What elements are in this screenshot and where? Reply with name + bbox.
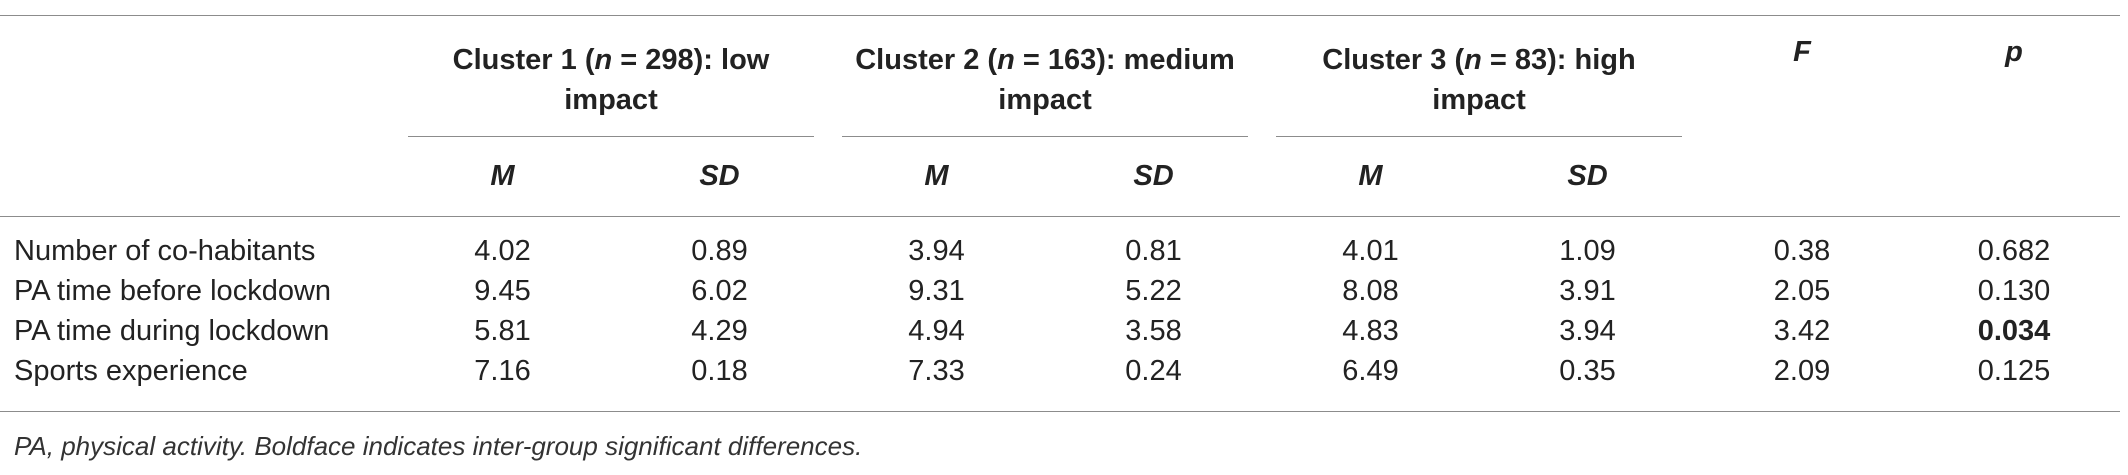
cell-f: 2.09 <box>1773 355 1831 387</box>
table-row: PA time before lockdown 9.45 6.02 9.31 5… <box>0 271 2120 311</box>
cell-c3-sd: 1.09 <box>1559 235 1616 267</box>
row-label: Sports experience <box>14 355 248 387</box>
cell-c2-m: 7.33 <box>908 355 965 387</box>
cell-c3-m: 4.01 <box>1342 235 1399 267</box>
cell-f: 3.42 <box>1773 315 1831 347</box>
cell-c1-m: 7.16 <box>474 355 531 387</box>
cell-c2-sd: 0.81 <box>1125 235 1182 267</box>
cluster-1-sd-header: SD <box>699 159 740 192</box>
cluster-3-m-header: M <box>1358 159 1383 192</box>
table-row: Sports experience 7.16 0.18 7.33 0.24 6.… <box>0 351 2121 412</box>
row-label: PA time before lockdown <box>14 275 332 307</box>
table-row: PA time during lockdown 5.81 4.29 4.94 3… <box>0 311 2120 351</box>
cluster-1-header: Cluster 1 (n = 298): low impact <box>394 16 828 137</box>
cell-c1-sd: 0.89 <box>691 235 748 267</box>
cell-c1-sd: 0.18 <box>691 355 748 387</box>
cell-c1-m: 9.45 <box>474 275 531 307</box>
row-label: PA time during lockdown <box>14 315 330 347</box>
cell-f: 0.38 <box>1773 235 1831 267</box>
cluster-1-m-header: M <box>490 159 515 192</box>
cell-c3-sd: 3.91 <box>1559 275 1616 307</box>
cell-p: 0.125 <box>1977 355 2051 387</box>
cluster-2-m-header: M <box>924 159 949 192</box>
cell-c2-sd: 5.22 <box>1125 275 1182 307</box>
cluster-3-sd-header: SD <box>1567 159 1608 192</box>
cell-c2-sd: 3.58 <box>1125 315 1182 347</box>
cell-f: 2.05 <box>1773 275 1831 307</box>
f-header: F <box>1793 35 1811 68</box>
cell-c3-m: 8.08 <box>1342 275 1399 307</box>
cell-c2-m: 9.31 <box>908 275 965 307</box>
cluster-comparison-table: Cluster 1 (n = 298): low impact Cluster … <box>0 15 2121 412</box>
p-subheader <box>1908 136 2120 217</box>
cell-c3-sd: 0.35 <box>1559 355 1616 387</box>
cell-c3-m: 4.83 <box>1342 315 1399 347</box>
cell-p: 0.682 <box>1977 235 2051 267</box>
cell-p: 0.130 <box>1977 275 2051 307</box>
cell-c1-sd: 6.02 <box>691 275 748 307</box>
cell-c1-sd: 4.29 <box>691 315 748 347</box>
cluster-2-header: Cluster 2 (n = 163): medium impact <box>828 16 1262 137</box>
cluster-2-sd-header: SD <box>1133 159 1174 192</box>
cell-c1-m: 4.02 <box>474 235 531 267</box>
row-label-header <box>0 16 394 137</box>
cell-c2-m: 3.94 <box>908 235 965 267</box>
p-header: p <box>2005 35 2023 68</box>
f-subheader <box>1696 136 1908 217</box>
cell-c2-sd: 0.24 <box>1125 355 1182 387</box>
cell-c3-m: 6.49 <box>1342 355 1399 387</box>
row-label-subheader <box>0 136 394 217</box>
cell-c2-m: 4.94 <box>908 315 965 347</box>
cell-c1-m: 5.81 <box>474 315 531 347</box>
table-row: Number of co-habitants 4.02 0.89 3.94 0.… <box>0 217 2120 272</box>
row-label: Number of co-habitants <box>14 235 316 267</box>
cell-p-significant: 0.034 <box>1977 315 2051 347</box>
table-footnote: PA, physical activity. Boldface indicate… <box>14 431 863 461</box>
cell-c3-sd: 3.94 <box>1559 315 1616 347</box>
cluster-3-header: Cluster 3 (n = 83): high impact <box>1262 16 1696 137</box>
